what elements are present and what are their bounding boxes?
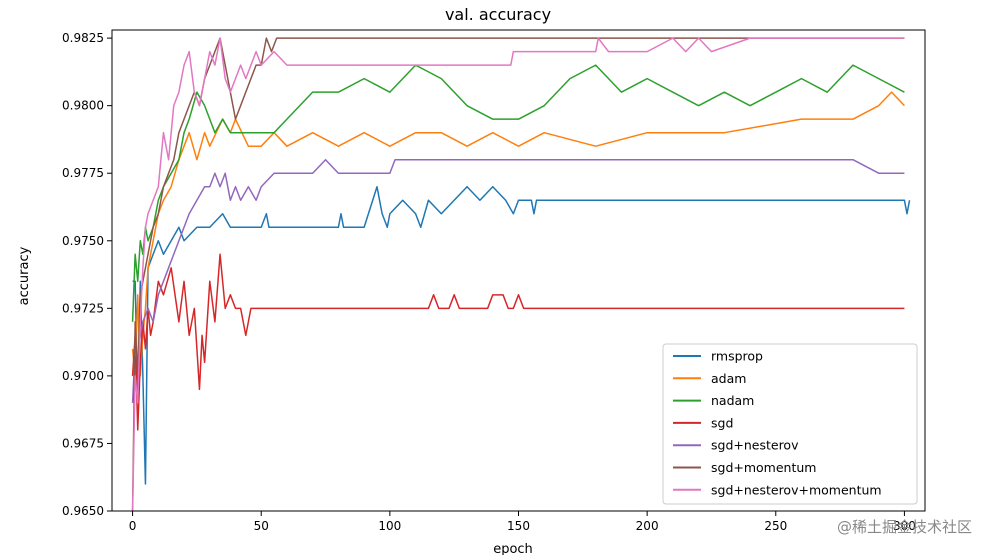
series-line-1 [131,91,905,377]
legend-item-label: adam [711,371,746,386]
legend-item-label: rmsprop [711,349,763,364]
series-layer [131,37,911,512]
y-tick-label: 0.9675 [62,436,104,450]
series-line-4 [131,158,905,403]
y-tick-label: 0.9825 [62,31,104,45]
y-tick-label: 0.9725 [62,301,104,315]
y-tick-label: 0.9750 [62,234,104,248]
x-axis: 0 50 100 150 200 250 300 [129,511,916,533]
y-axis: 0.9650 0.9675 0.9700 0.9725 0.9750 0.9775 0.98… [62,31,112,518]
legend-item-label: sgd [711,415,733,430]
y-tick-label: 0.9775 [62,166,104,180]
legend-item-label: sgd+momentum [711,460,816,475]
legend-item-label: nadam [711,393,754,408]
x-tick-label: 300 [893,519,916,533]
legend-item-label: sgd+nesterov [711,438,799,453]
x-tick-label: 100 [378,519,401,533]
y-axis-label: accuracy [17,246,32,305]
x-axis-label: epoch [493,542,533,555]
x-tick-label: 250 [764,519,787,533]
y-tick-label: 0.9650 [62,504,104,518]
legend-item-label: sgd+nesterov+momentum [711,482,882,497]
series-line-3 [131,253,905,431]
series-line-0 [132,185,911,485]
series-line-5 [131,37,905,512]
x-tick-label: 200 [636,519,659,533]
y-tick-label: 0.9800 [62,99,104,113]
chart-title: val. accuracy [445,5,551,24]
x-tick-label: 150 [507,519,530,533]
legend-box [662,343,918,505]
x-tick-label: 50 [254,519,269,533]
y-tick-label: 0.9700 [62,369,104,383]
series-line-6 [131,37,905,512]
x-tick-label: 0 [129,519,137,533]
watermark: @稀土掘金技术社区 [837,518,972,536]
series-line-2 [131,64,905,322]
legend: rmsprop adam nadam sgd sgd+nesterov sgd+momen… [662,343,918,505]
